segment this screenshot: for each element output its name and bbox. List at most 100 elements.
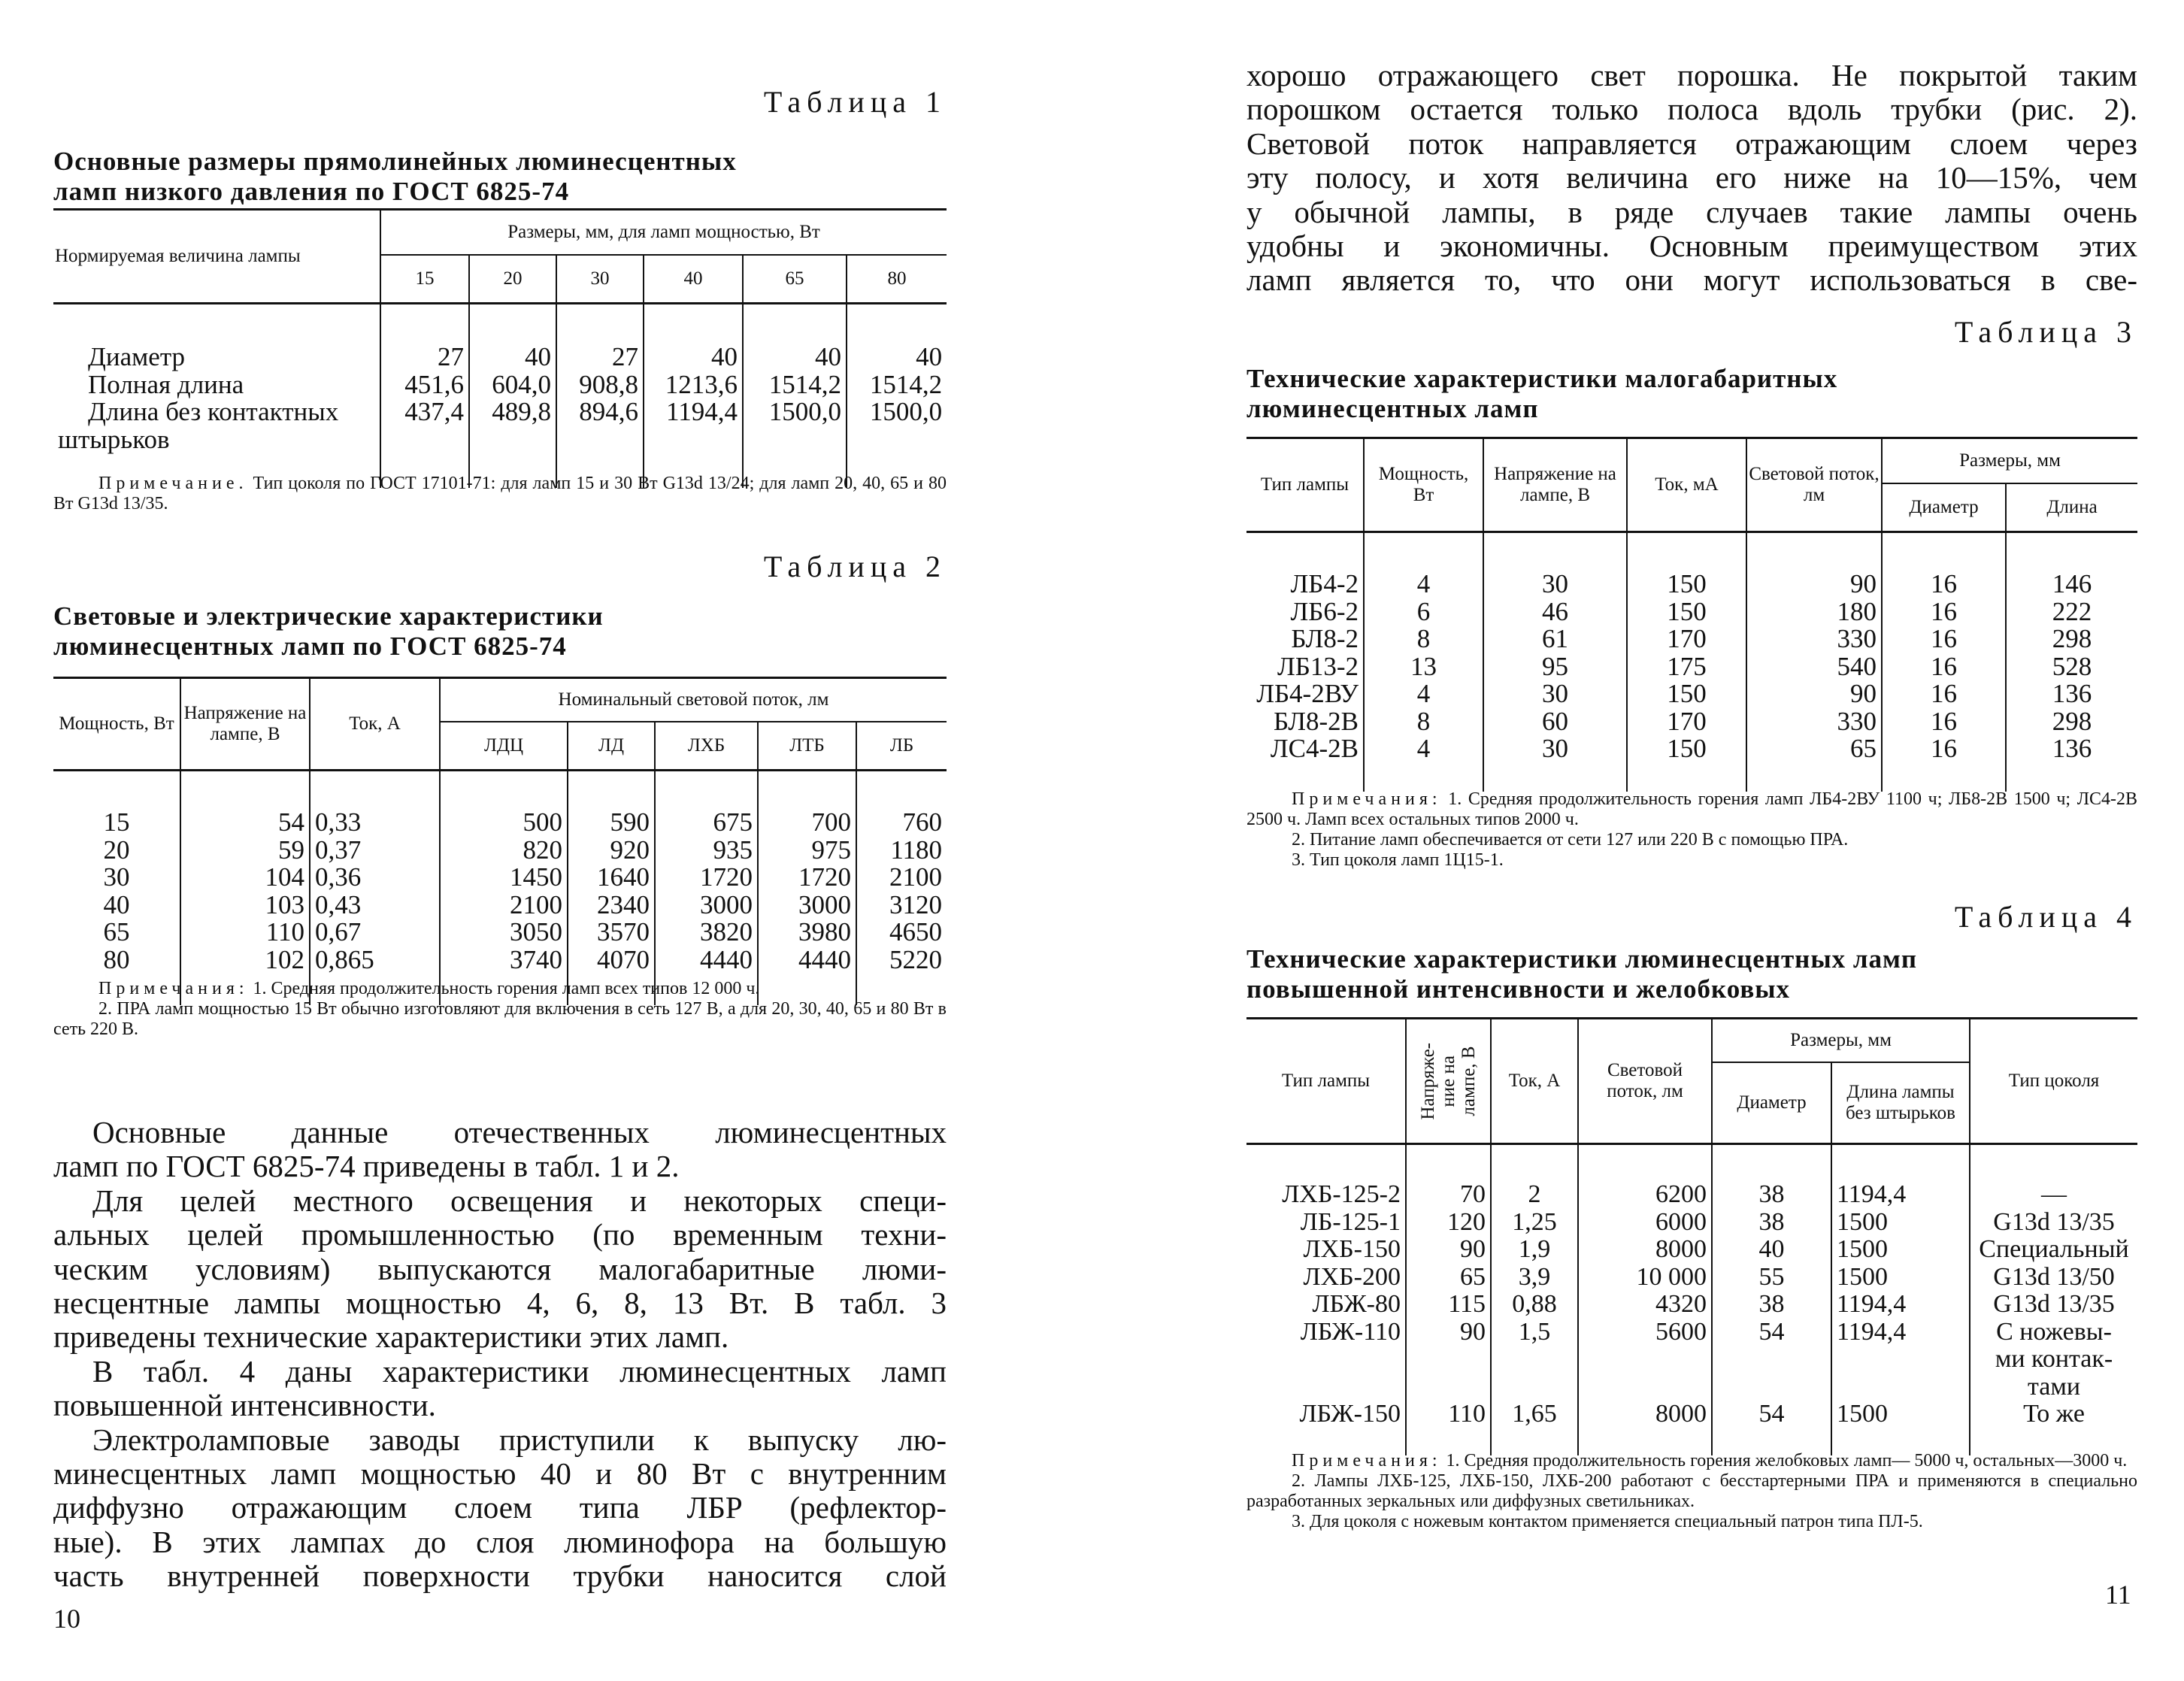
table-cell: 110 — [1405, 1400, 1491, 1455]
column-header: Диаметр — [1881, 483, 2006, 533]
text-line: несцентные лампы мощностью 4, 6, 8, 13 В… — [53, 1286, 947, 1321]
table-cell: 40 — [643, 303, 743, 371]
table-cell: 13 — [1363, 653, 1483, 680]
text-line: ческим условиям) выпускаются малогабарит… — [53, 1251, 947, 1286]
table-row: ЛХБ-200 65 3,9 10 000 55 1500 G13d 13/50 — [1246, 1263, 2138, 1291]
header-sizes-group: Размеры, мм — [1880, 437, 2138, 484]
table-cell: 3570 — [567, 918, 655, 947]
table3-title: Технические характеристики малогабаритны… — [1246, 364, 1838, 423]
table-cell: 54 — [1711, 1318, 1831, 1401]
table-cell: 975 — [757, 836, 856, 864]
table-cell: 4 — [1363, 680, 1483, 708]
text-line: Световой поток направляется отражающим с… — [1246, 126, 2137, 161]
table-cell: 1500,0 — [742, 398, 847, 488]
table-cell: 1,5 — [1490, 1318, 1578, 1401]
table-cell: 1,25 — [1490, 1208, 1578, 1236]
header-current: Ток, А — [309, 677, 440, 771]
header-base-type: Тип цоколя — [1969, 1017, 2138, 1145]
table-cell: 27 — [556, 303, 644, 371]
table-cell: G13d 13/35 — [1969, 1208, 2138, 1236]
header-rated-value: Нормируемая величина лампы — [53, 208, 380, 304]
table-cell: 675 — [654, 770, 758, 837]
table-cell: 2100 — [855, 863, 947, 892]
table-cell: 3000 — [654, 891, 758, 919]
table-row: ЛХБ-125-2 70 2 6200 38 1194,4— — [1246, 1143, 2138, 1209]
table-cell: 0,88 — [1490, 1290, 1578, 1319]
table-cell: 70 — [1405, 1143, 1491, 1209]
table-cell: 5600 — [1577, 1318, 1712, 1401]
column-header: Длина — [2004, 483, 2138, 533]
page-number-left: 10 — [53, 1604, 80, 1634]
table-cell: 16 — [1881, 680, 2006, 708]
column-header: 80 — [845, 255, 947, 304]
table-cell: 4070 — [567, 946, 655, 1005]
table-cell: 59 — [180, 836, 310, 864]
table-cell: 90 — [1746, 680, 1882, 708]
table-cell: С ножевы- ми контак- тами — [1969, 1318, 2138, 1401]
header-voltage: Напряжение на лампе, В — [1483, 437, 1627, 533]
table-cell: 55 — [1711, 1263, 1831, 1291]
header-sizes-group: Размеры, мм, для ламп мощностью, Вт — [379, 208, 947, 256]
column-header: 15 — [380, 255, 469, 304]
table-cell: ЛХБ-125-2 — [1282, 1180, 1401, 1208]
left-body-text: Основные данные отечественных люминесцен… — [53, 1115, 947, 1594]
table-cell: 3820 — [654, 918, 758, 947]
table-cell: 298 — [2004, 707, 2138, 735]
table-row: 40 103 0,43 2100 2340 3000 3000 3120 — [53, 889, 947, 919]
column-header: ЛБ — [855, 722, 947, 771]
table-row: 30 104 0,36 1450 1640 1720 1720 2100 — [53, 863, 947, 892]
table-cell: G13d 13/35 — [1969, 1290, 2138, 1319]
row-label: Длина без контактных штырьков — [58, 397, 339, 454]
table-cell: 0,33 — [309, 770, 440, 837]
text-line: Электроламповые заводы приступили к выпу… — [92, 1422, 947, 1457]
table-cell: 3740 — [439, 946, 568, 1005]
column-header: Диаметр — [1711, 1062, 1831, 1145]
table-cell: 1213,6 — [643, 371, 743, 398]
table3-caption: Таблица 3 — [1954, 315, 2137, 349]
table-cell: 4 — [1363, 734, 1483, 792]
table-row: ЛБ4-2ВУ 4 30 150 90 16 136 — [1246, 680, 2138, 708]
note-3: 3. Тип цоколя ламп 1Ц15-1. — [1292, 850, 1504, 870]
table-cell: ЛБ6-2 — [1290, 596, 1359, 626]
table-cell: ЛБЖ-150 — [1299, 1400, 1401, 1428]
table-cell: 0,43 — [309, 891, 440, 919]
table-cell: 16 — [1881, 734, 2006, 792]
notes-label: Примечания: — [1292, 789, 1442, 809]
table-row: ЛБЖ-150 110 1,65 8000 54 1500 То же — [1246, 1400, 2138, 1455]
table-cell: 10 000 — [1577, 1263, 1712, 1291]
table-cell: 820 — [439, 836, 568, 864]
table-row: БЛ8-2 8 61 170 330 16 298 — [1246, 625, 2138, 653]
table-cell: 54 — [180, 770, 310, 837]
table-row: ЛБ13-2 13 95 175 540 16 528 — [1246, 653, 2138, 680]
table-cell: 46 — [1483, 598, 1627, 625]
table-cell: 65 — [103, 917, 130, 947]
table-cell: ЛС4-2В — [1270, 734, 1359, 763]
table-cell: 40 — [742, 303, 847, 371]
table-cell: 3000 — [757, 891, 856, 919]
table-cell: 604,0 — [468, 371, 556, 398]
text-line: эту полосу, и хотя величина его ниже на … — [1246, 160, 2137, 195]
table-cell: 40 — [103, 889, 130, 919]
text-line: порошком остается только полоса вдоль тр… — [1246, 92, 2137, 127]
table-cell: 150 — [1626, 680, 1746, 708]
table-cell: 1,65 — [1490, 1400, 1578, 1455]
text-line: хорошо отражающего свет порошка. Не покр… — [1246, 58, 2137, 92]
table-cell: 65 — [1746, 734, 1882, 792]
text-line: диффузно отражающим слоем типа ЛБР (рефл… — [53, 1490, 947, 1525]
table-cell: 16 — [1881, 598, 2006, 625]
table-cell: 150 — [1626, 532, 1746, 598]
table-cell: 61 — [1483, 625, 1627, 653]
header-flux: Световой поток, лм — [1746, 437, 1882, 533]
table-cell: 27 — [380, 303, 469, 371]
table-cell: 16 — [1881, 653, 2006, 680]
table2: Мощность, Вт Напряжение на лампе, В Ток,… — [53, 677, 947, 1005]
table-cell: 590 — [567, 770, 655, 837]
note-1: 1. Средняя продолжительность горения жел… — [1446, 1451, 2128, 1470]
header-sizes-group: Размеры, мм — [1710, 1017, 1970, 1063]
table1-caption: Таблица 1 — [763, 85, 947, 119]
table-cell: БЛ8-2В — [1274, 706, 1359, 736]
table1-title: Основные размеры прямолинейных люминесце… — [53, 147, 737, 206]
table-row: 20 59 0,37 820 920 935 975 1180 — [53, 836, 947, 864]
table-cell: 54 — [1711, 1400, 1831, 1455]
table-row: ЛБ6-2 6 46 150 180 16 222 — [1246, 596, 2138, 626]
